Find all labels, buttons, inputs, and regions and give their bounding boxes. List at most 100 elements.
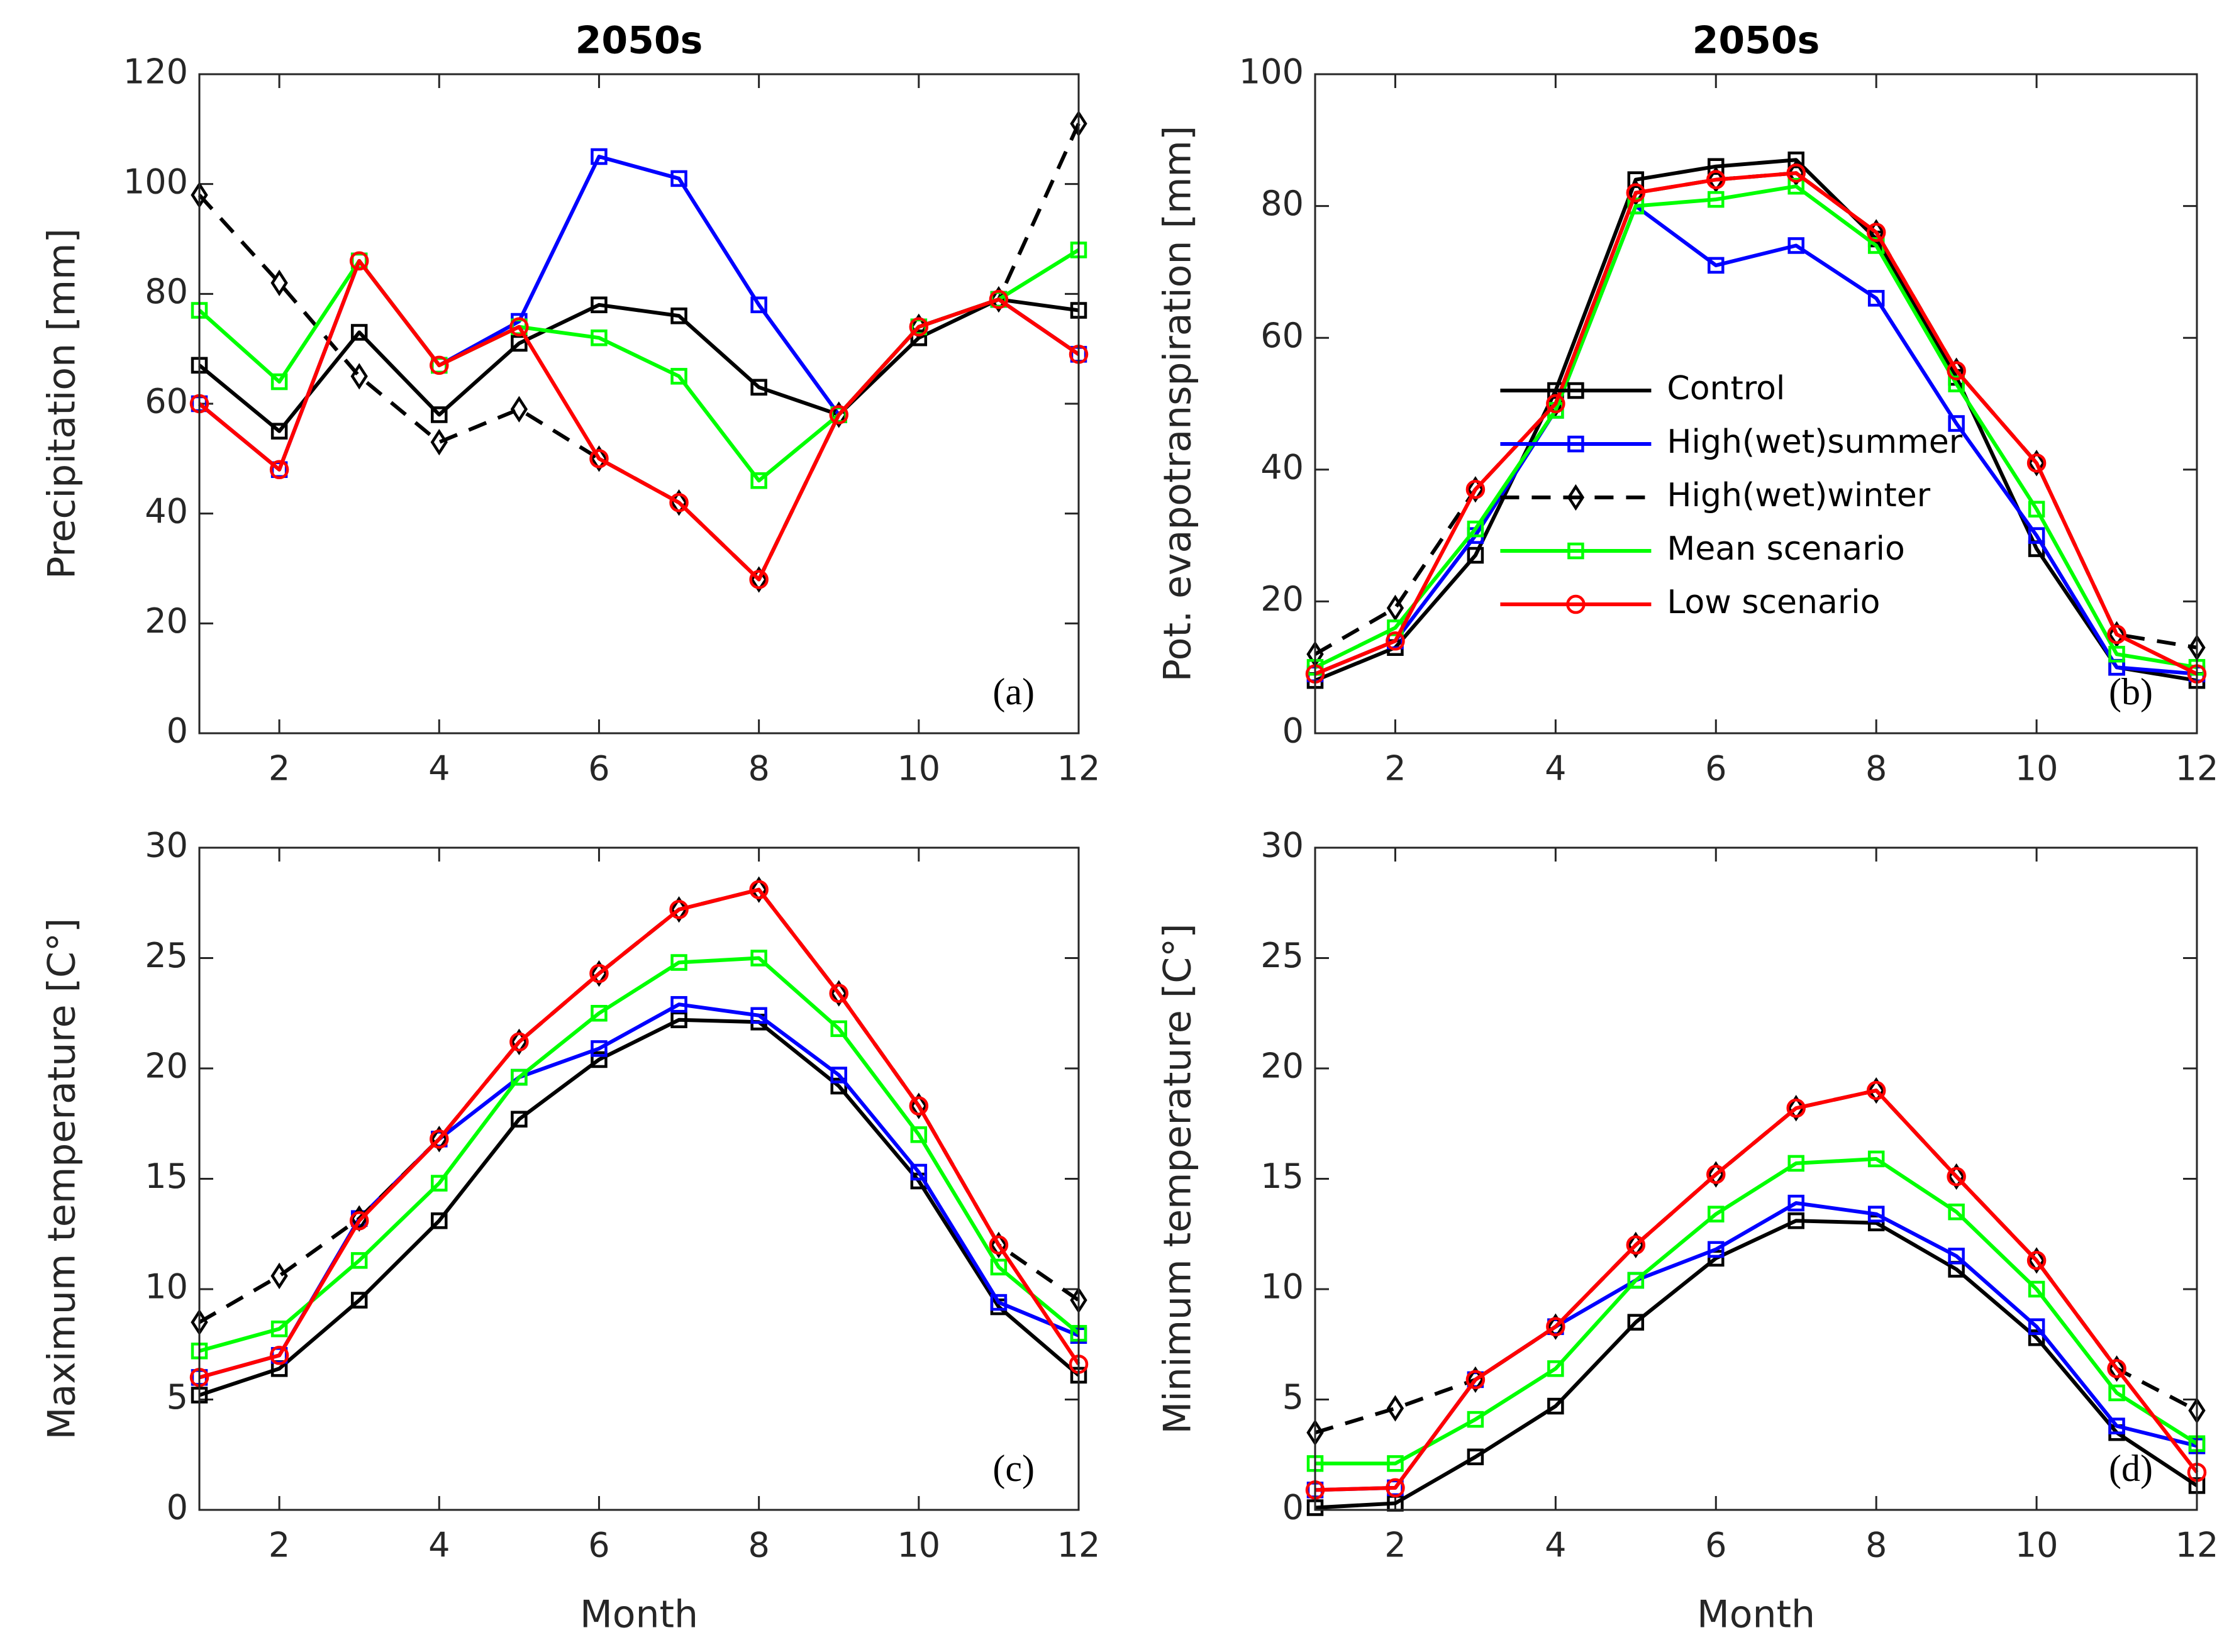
marker [1787,237,1804,254]
marker [669,900,689,919]
marker [830,1020,847,1038]
marker [591,1040,608,1057]
y-tick-label: 0 [167,711,188,751]
x-axis-label: Month [580,1593,698,1637]
panel-label: (c) [992,1448,1035,1489]
marker [910,329,928,346]
series-line [1314,1219,2198,1510]
y-tick-label: 60 [145,382,188,421]
marker [670,170,687,187]
y-tick-label: 25 [1260,936,1304,975]
x-tick-label: 10 [897,1526,940,1565]
marker [910,1163,928,1181]
legend-label: Mean scenario [1667,530,1904,568]
y-axis-label: Precipitation [mm] [40,228,84,579]
x-tick-label: 4 [428,749,450,789]
marker [670,954,687,971]
legend-label: Control [1667,370,1785,407]
x-tick-label: 12 [1057,749,1101,789]
y-tick-label: 60 [1260,316,1304,355]
marker [1867,1150,1885,1168]
axes-box [198,846,1080,1511]
marker [670,995,687,1013]
x-tick-label: 4 [1545,749,1566,789]
marker [990,1294,1008,1311]
marker [430,1129,449,1149]
marker [1948,1248,1965,1265]
x-tick-label: 6 [1705,1526,1726,1565]
panel: 0 5 10 15 20 25 30 2 4 6 8 10 12 Month Minimum tempera… [1156,826,2219,1637]
y-tick-label: 20 [145,1046,188,1086]
y-tick-label: 0 [1282,1488,1304,1527]
marker [350,363,368,390]
y-tick-label: 0 [167,1488,188,1527]
marker [1867,1206,1885,1222]
marker [1626,183,1646,202]
marker [990,1258,1008,1276]
chart-title: 2050s [1692,19,1820,63]
marker [1467,1448,1484,1466]
axes-box [198,73,1080,735]
marker [590,445,608,472]
marker [349,1211,369,1231]
marker [1567,484,1585,511]
y-tick-label: 80 [145,272,188,311]
x-tick-label: 8 [1865,1526,1887,1565]
marker [670,1011,687,1029]
legend-label: High(wet)summer [1667,423,1962,461]
marker [2028,1318,2045,1335]
marker [2108,645,2125,663]
marker [350,1292,368,1309]
y-tick-label: 25 [145,936,188,975]
marker [1566,594,1586,614]
y-tick-label: 15 [145,1156,188,1196]
marker [1706,170,1726,189]
marker [750,950,767,967]
marker [1467,546,1484,564]
marker [1627,1314,1645,1331]
marker [1948,415,1965,432]
panel: 0 20 40 60 80 100 120 2 4 6 8 10 12 2050s Precipitatio… [40,19,1101,789]
legend-label: High(wet)winter [1667,477,1930,514]
y-tick-label: 100 [1239,52,1304,92]
marker [1787,1194,1804,1212]
marker [270,1262,288,1290]
y-axis-label: Maximum temperature [C°] [40,918,84,1440]
marker [1467,1411,1484,1428]
marker [1386,594,1404,622]
y-tick-label: 20 [1260,1046,1304,1086]
marker [270,269,288,297]
marker [2108,1384,2125,1402]
y-tick-label: 120 [123,52,188,92]
x-tick-label: 2 [1384,749,1406,789]
y-tick-label: 15 [1260,1156,1304,1196]
marker [1787,151,1804,169]
x-tick-label: 12 [2176,749,2219,789]
marker [1706,1165,1726,1184]
marker [2026,1251,2047,1270]
y-tick-label: 0 [1282,711,1304,751]
marker [1786,163,1806,183]
marker [430,428,448,456]
marker [2028,501,2045,518]
plot-area [199,848,1079,1510]
marker [670,896,688,923]
marker [350,324,368,341]
series-line [199,887,1081,1380]
x-tick-label: 10 [2015,1526,2059,1565]
y-tick-label: 10 [145,1267,188,1307]
y-tick-label: 5 [1282,1377,1304,1417]
marker [509,1032,529,1052]
y-axis-label: Minimum temperature [C°] [1156,923,1200,1434]
marker [1786,1098,1806,1118]
marker [1787,160,1805,187]
marker [1386,1395,1404,1422]
marker [1567,382,1584,399]
marker [591,1005,608,1022]
series-line [199,1017,1080,1397]
marker [1626,1235,1646,1255]
marker [350,1252,368,1269]
marker [591,1051,608,1068]
series-line [1314,158,2198,683]
